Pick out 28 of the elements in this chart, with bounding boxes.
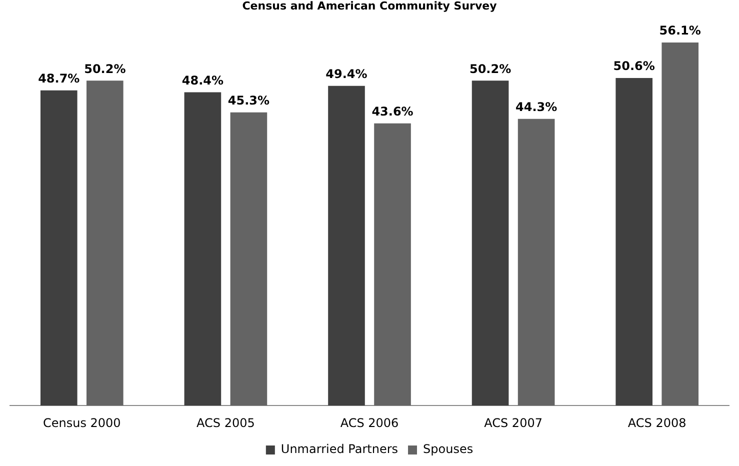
data-label: 43.6% — [372, 104, 414, 118]
legend-label: Spouses — [423, 442, 474, 456]
data-label: 56.1% — [659, 24, 701, 38]
bar — [86, 80, 124, 406]
data-label: 50.2% — [84, 62, 126, 76]
bar — [184, 92, 222, 406]
bar — [472, 80, 509, 406]
x-tick-label: Census 2000 — [42, 416, 121, 430]
chart-title: Census and American Community Survey — [242, 0, 497, 12]
x-tick-label: ACS 2008 — [628, 416, 686, 430]
data-label: 49.4% — [326, 66, 368, 81]
bar — [328, 86, 365, 406]
data-label: 45.3% — [228, 93, 270, 108]
bar — [662, 42, 699, 406]
data-label: 44.3% — [515, 100, 558, 114]
data-label: 48.7% — [38, 71, 80, 86]
bar — [616, 78, 652, 406]
x-tick-label: ACS 2006 — [340, 416, 399, 430]
x-tick-label: ACS 2005 — [196, 416, 255, 430]
data-label: 50.6% — [613, 59, 655, 74]
data-label: 50.2% — [469, 62, 512, 76]
data-label: 48.4% — [182, 73, 224, 88]
legend-label: Unmarried Partners — [280, 442, 398, 456]
x-tick-label: ACS 2007 — [484, 416, 542, 430]
bar — [374, 123, 411, 406]
bar — [230, 112, 268, 406]
bar — [40, 90, 78, 406]
bar — [518, 118, 555, 406]
